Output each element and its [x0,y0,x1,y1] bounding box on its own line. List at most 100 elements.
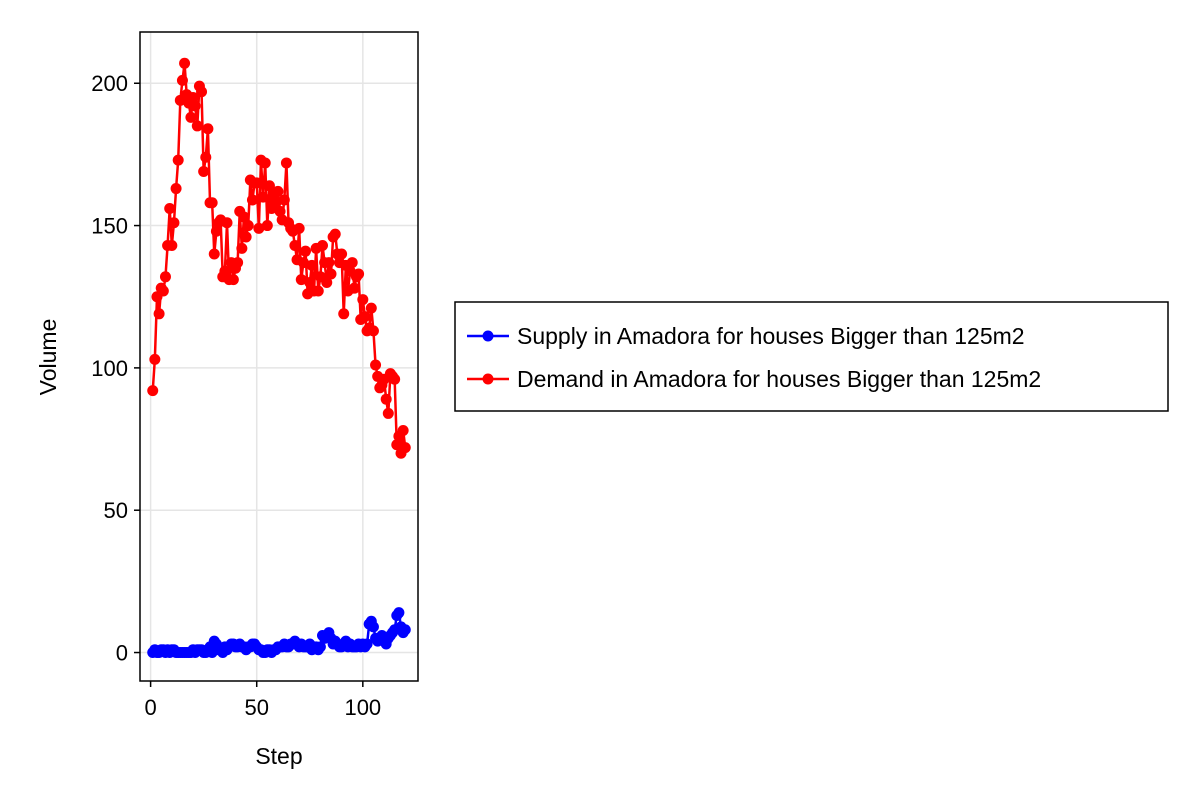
data-point [242,220,254,232]
data-point [196,86,208,98]
data-point [159,271,171,283]
data-point [274,205,286,217]
data-point [185,111,197,123]
data-point [176,74,188,86]
data-point [357,294,369,306]
data-point [270,197,282,209]
data-point [259,157,271,169]
y-tick-label: 150 [91,214,128,239]
data-point [149,353,161,365]
data-point [399,442,411,454]
data-point [272,185,284,197]
data-point [346,257,358,269]
data-point [246,194,258,206]
data-point [219,265,231,277]
series-demand [147,57,411,459]
data-point [187,91,199,103]
data-point [170,183,182,195]
data-point [147,385,159,397]
data-point [261,220,273,232]
data-point [153,308,165,320]
data-point [251,177,263,189]
legend: Supply in Amadora for houses Bigger than… [454,301,1169,412]
data-point [391,439,403,451]
data-point [257,191,269,203]
data-point [338,308,350,320]
data-point [323,257,335,269]
data-point [399,624,411,636]
data-point [367,621,379,633]
data-point [365,302,377,314]
data-point [297,257,309,269]
data-point [393,607,405,619]
data-point [359,311,371,323]
data-point [289,239,301,251]
data-point [236,242,248,254]
data-point [168,217,180,229]
legend-box [454,301,1169,412]
data-point [191,120,203,132]
data-point [382,407,394,419]
x-tick-label: 100 [344,695,381,720]
data-point [206,197,218,209]
data-point [304,276,316,288]
legend-swatch-demand-marker [482,373,494,385]
y-tick-label: 100 [91,356,128,381]
y-axis-title: Volume [35,319,61,396]
grid-lines [140,32,418,681]
data-point [166,239,178,251]
legend-label-supply: Supply in Amadora for houses Bigger than… [517,323,1025,349]
data-point [253,222,265,234]
x-tick-label: 50 [244,695,268,720]
x-axis-title: Step [255,743,302,769]
data-point [312,285,324,297]
data-point [370,359,382,371]
data-point [325,268,337,280]
data-point [240,231,252,243]
data-point [389,373,401,385]
data-point [353,268,365,280]
data-point [329,228,341,240]
data-point [172,154,184,166]
legend-label-demand: Demand in Amadora for houses Bigger than… [517,366,1041,392]
data-point [232,257,244,269]
data-point [278,194,290,206]
data-point [157,285,169,297]
data-point [263,180,275,192]
data-series [147,57,411,659]
data-point [314,641,326,653]
data-point [200,151,212,163]
axis-ticks: 0 50 100 0 50 100 150 200 [91,71,381,720]
legend-swatch-supply-marker [482,330,494,342]
data-point [397,425,409,437]
y-tick-label: 200 [91,71,128,96]
data-point [295,274,307,286]
data-point [321,276,333,288]
plot-frame [139,31,419,682]
data-point [238,211,250,223]
data-point [336,248,348,260]
data-point [280,157,292,169]
data-point [202,123,214,135]
data-point [361,638,373,650]
data-point [367,325,379,337]
series-supply [147,607,411,659]
data-point [179,57,191,69]
data-point [306,259,318,271]
data-point [208,248,220,260]
data-point [317,239,328,251]
data-point [198,165,210,177]
data-point [221,217,233,229]
x-tick-label: 0 [144,695,156,720]
data-point [164,202,176,214]
data-point [300,245,312,257]
y-tick-label: 0 [116,641,128,666]
data-point [380,393,392,405]
data-point [189,100,201,112]
data-point [210,225,222,237]
y-tick-label: 50 [104,498,128,523]
data-point [293,222,305,234]
data-point [227,274,239,286]
data-point [348,282,360,294]
